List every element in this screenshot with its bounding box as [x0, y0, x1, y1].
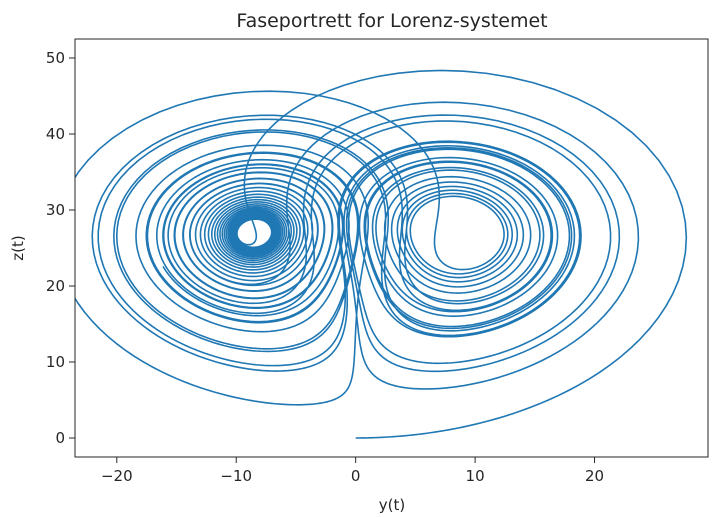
y-tick-label: 40: [46, 125, 65, 143]
y-tick-label: 50: [46, 49, 65, 67]
x-axis: −20 −10 0 10 20: [101, 457, 604, 485]
plot-frame: [74, 38, 709, 458]
x-axis-label: y(t): [379, 496, 405, 514]
x-tick-label: 0: [351, 467, 361, 485]
chart-title: Faseportrett for Lorenz-systemet: [236, 10, 547, 32]
x-tick-label: −20: [101, 467, 133, 485]
y-tick-label: 10: [46, 353, 65, 371]
y-axis: 0 10 20 30 40 50: [46, 49, 75, 447]
lorenz-trajectory-line: [75, 69, 688, 439]
y-tick-label: 0: [55, 429, 65, 447]
x-tick-label: 20: [585, 467, 604, 485]
x-tick-label: 10: [466, 467, 485, 485]
y-tick-label: 20: [46, 277, 65, 295]
x-tick-label: −10: [220, 467, 252, 485]
y-axis-label: z(t): [9, 235, 27, 260]
y-tick-label: 30: [46, 201, 65, 219]
